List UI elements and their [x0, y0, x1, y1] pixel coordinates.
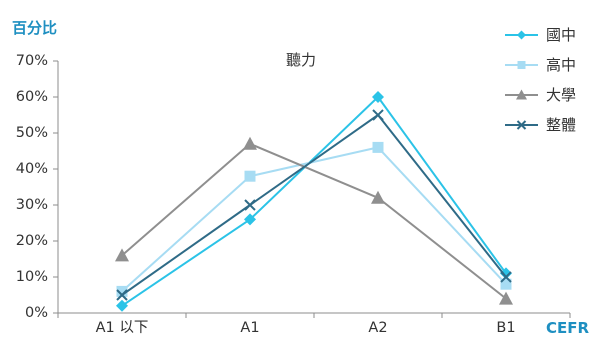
x-axis-title: CEFR	[546, 319, 590, 337]
legend-label: 高中	[546, 56, 576, 74]
data-point-marker	[244, 199, 256, 211]
axes: 0% 10% 20% 30% 40% 50% 60% 70% A1 以下 A1 A2 B1	[16, 53, 571, 336]
y-tick-label: 70%	[16, 53, 48, 69]
data-point-marker	[116, 285, 128, 297]
legend-item: 高中	[505, 56, 576, 74]
data-point-marker	[244, 213, 256, 226]
cross-stroke	[372, 109, 384, 121]
data-point-marker	[372, 91, 384, 103]
y-tick-label: 30%	[16, 197, 48, 213]
x-tick-label: B1	[496, 320, 515, 336]
data-point-marker	[500, 278, 512, 290]
legend-marker	[517, 30, 526, 40]
data-point-marker	[499, 291, 513, 305]
cross-stroke	[116, 289, 128, 301]
data-point-marker	[115, 248, 129, 262]
line-series	[115, 136, 513, 305]
x-tick-label: A1	[240, 320, 259, 336]
legend-item: 整體	[505, 116, 576, 134]
x-tick-label: A2	[368, 320, 387, 336]
cross-stroke	[500, 271, 512, 283]
legend-label: 整體	[546, 116, 576, 134]
data-point-marker	[500, 271, 512, 283]
legend-marker	[517, 61, 526, 69]
series-line	[121, 96, 507, 307]
legend-label: 國中	[546, 26, 576, 44]
plot-area	[115, 91, 513, 312]
data-point-marker	[371, 190, 385, 204]
line-series	[116, 109, 512, 301]
cross-stroke	[244, 199, 256, 211]
y-tick-label: 50%	[16, 125, 48, 141]
y-tick-label: 40%	[16, 161, 48, 177]
line-series	[116, 91, 512, 312]
data-point-marker	[500, 267, 512, 280]
series-line	[121, 146, 507, 293]
series-line	[121, 142, 507, 300]
y-tick-label: 20%	[16, 233, 48, 249]
data-point-marker	[372, 141, 384, 153]
x-tick-label: A1 以下	[96, 320, 149, 336]
legend-label: 大學	[546, 86, 576, 104]
line-series	[116, 141, 512, 297]
legend-item: 大學	[505, 86, 576, 104]
y-tick-label: 60%	[16, 89, 48, 105]
legend-item: 國中	[505, 26, 576, 44]
data-point-marker	[244, 170, 256, 182]
data-point-marker	[372, 109, 384, 121]
series-line	[121, 114, 507, 296]
y-tick-label: 10%	[16, 269, 48, 285]
cross-stroke	[516, 120, 527, 130]
y-axis-title: 百分比	[12, 19, 57, 37]
chart-title: 聽力	[286, 51, 316, 69]
legend-marker	[516, 89, 527, 100]
legend-marker	[516, 120, 527, 130]
data-point-marker	[243, 136, 257, 150]
data-point-marker	[116, 299, 128, 312]
y-tick-label: 0%	[25, 305, 48, 321]
data-point-marker	[116, 289, 128, 301]
